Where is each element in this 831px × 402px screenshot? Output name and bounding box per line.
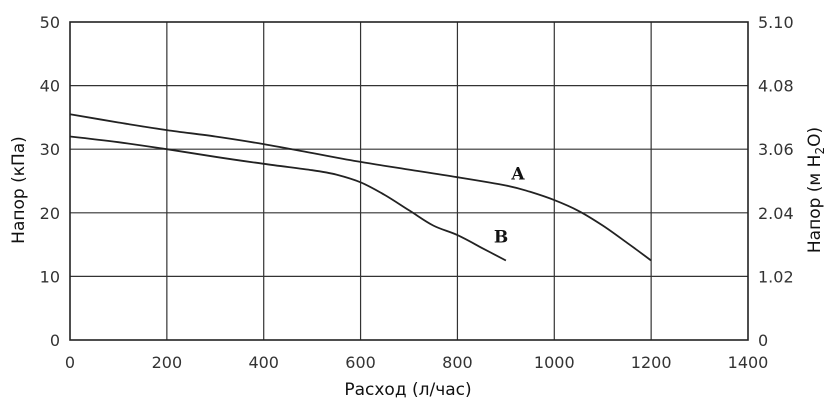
- x-tick-label: 600: [345, 353, 376, 372]
- y2-tick-label: 1.02: [758, 267, 794, 286]
- y-tick-label: 30: [40, 140, 60, 159]
- series-line-b: [69, 135, 507, 262]
- y-tick-label: 0: [50, 331, 60, 350]
- y2-tick-label: 4.08: [758, 77, 794, 96]
- x-tick-label: 1000: [534, 353, 575, 372]
- x-tick-label: 1200: [631, 353, 672, 372]
- y2-axis-ticks: 0 1.02 2.04 3.06 4.08 5.10: [758, 13, 794, 350]
- y2-tick-label: 3.06: [758, 140, 794, 159]
- plot-frame: [69, 21, 749, 341]
- x-tick-label: 200: [152, 353, 183, 372]
- series-lines: [69, 113, 652, 262]
- x-axis-label: Расход (л/час): [344, 380, 471, 400]
- y2-tick-label: 5.10: [758, 13, 794, 32]
- x-tick-label: 1400: [728, 353, 769, 372]
- y-tick-label: 40: [40, 77, 60, 96]
- y2-axis-label-suffix: O): [805, 127, 825, 147]
- y2-tick-label: 0: [758, 331, 768, 350]
- x-tick-label: 0: [65, 353, 75, 372]
- x-tick-label: 800: [442, 353, 473, 372]
- y2-axis-label-prefix: Напор (м H: [805, 155, 825, 254]
- y2-tick-label: 2.04: [758, 204, 794, 223]
- y-tick-label: 20: [40, 204, 60, 223]
- grid-lines: [70, 22, 748, 340]
- y-axis-ticks: 0 10 20 30 40 50: [40, 13, 60, 350]
- y2-axis-label: Напор (м H2O): [805, 127, 827, 253]
- series-label-a: A: [510, 165, 525, 185]
- y-tick-label: 10: [40, 267, 60, 286]
- series-labels: AB: [494, 165, 526, 248]
- x-tick-label: 400: [248, 353, 279, 372]
- y-tick-label: 50: [40, 13, 60, 32]
- series-label-b: B: [494, 228, 508, 248]
- y-axis-label: Напор (кПа): [9, 136, 29, 244]
- y2-axis-label-subscript: 2: [813, 147, 827, 155]
- series-line-a: [69, 113, 652, 262]
- x-axis-ticks: 0 200 400 600 800 1000 1200 1400: [65, 353, 768, 372]
